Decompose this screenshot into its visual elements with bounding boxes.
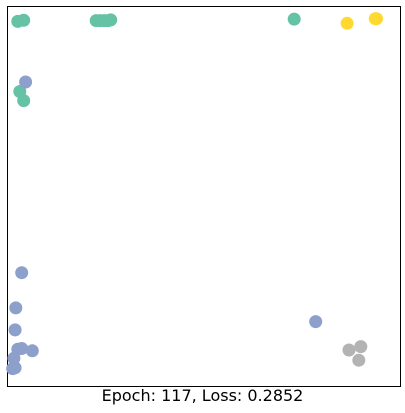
epoch-loss-caption: Epoch: 117, Loss: 0.2852 [101, 386, 304, 405]
class-green-point-8 [287, 12, 301, 26]
class-gray-point-3 [352, 353, 366, 367]
class-blue-point-7 [25, 344, 39, 358]
class-blue-point-2 [15, 266, 29, 280]
plot-frame [7, 6, 401, 387]
class-yellow-point-3 [370, 12, 383, 26]
class-blue-point-1 [19, 75, 33, 89]
class-blue-point-8 [7, 351, 21, 365]
class-gray-point-2 [354, 340, 368, 354]
class-green-point-7 [104, 13, 118, 27]
class-blue-point-10 [6, 362, 20, 376]
class-gray-point-1 [342, 343, 356, 357]
class-green-point-10 [17, 94, 31, 108]
class-blue-point-3 [9, 301, 23, 315]
class-blue-point-11 [309, 315, 323, 329]
class-blue-point-4 [8, 323, 22, 337]
class-green-point-2 [17, 13, 31, 27]
class-blue-point-6 [15, 342, 29, 355]
points-layer [6, 12, 383, 376]
class-yellow-point-1 [340, 16, 354, 30]
